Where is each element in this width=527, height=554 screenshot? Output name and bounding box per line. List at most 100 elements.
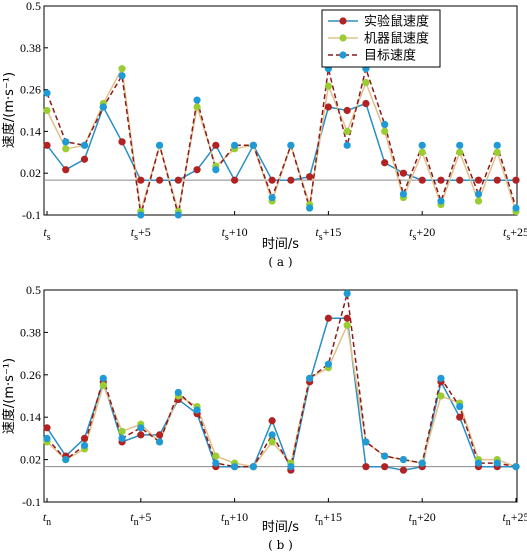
y-tick-label: 0.14 bbox=[20, 410, 41, 424]
data-point-series-2 bbox=[306, 204, 314, 212]
data-point-series-2 bbox=[493, 459, 501, 467]
data-point-series-2 bbox=[193, 96, 201, 104]
data-point-series-2 bbox=[118, 72, 126, 80]
data-point-series-2 bbox=[174, 388, 182, 397]
data-point-series-0 bbox=[155, 431, 164, 439]
data-point-series-2 bbox=[80, 141, 89, 149]
panel-caption: ( b ) bbox=[268, 538, 293, 552]
data-point-series-1 bbox=[343, 321, 351, 329]
data-point-series-1 bbox=[362, 79, 370, 87]
data-point-series-0 bbox=[43, 141, 51, 149]
data-point-series-2 bbox=[418, 459, 426, 467]
data-point-series-0 bbox=[268, 176, 276, 184]
data-point-series-2 bbox=[362, 438, 370, 446]
data-point-series-0 bbox=[193, 166, 201, 174]
legend-label: 目标速度 bbox=[364, 48, 416, 64]
data-point-series-2 bbox=[99, 374, 107, 382]
data-point-series-0 bbox=[399, 169, 408, 177]
y-tick-label: 0.5 bbox=[26, 283, 41, 297]
y-tick-label: 0.02 bbox=[20, 453, 41, 467]
y-tick-label: 0.26 bbox=[20, 83, 41, 97]
legend-marker-1 bbox=[339, 34, 347, 42]
data-point-series-0 bbox=[399, 466, 408, 474]
data-point-series-0 bbox=[137, 176, 145, 184]
legend-marker-2 bbox=[339, 51, 347, 59]
data-point-series-2 bbox=[418, 141, 426, 149]
y-tick-label: 0.38 bbox=[20, 41, 41, 55]
data-point-series-0 bbox=[80, 434, 89, 442]
data-point-series-0 bbox=[474, 176, 483, 184]
data-point-series-2 bbox=[137, 424, 145, 432]
y-tick-label: -0.1 bbox=[22, 208, 41, 222]
y-tick-label: 0.38 bbox=[20, 325, 41, 339]
data-point-series-2 bbox=[43, 434, 51, 442]
legend-label: 机器鼠速度 bbox=[364, 31, 429, 47]
data-point-series-0 bbox=[324, 103, 332, 111]
data-point-series-2 bbox=[324, 360, 332, 368]
data-point-series-1 bbox=[43, 106, 51, 115]
data-point-series-2 bbox=[381, 120, 389, 129]
data-point-series-1 bbox=[268, 438, 276, 446]
series-line-2 bbox=[46, 66, 517, 216]
y-tick-label: 0.02 bbox=[20, 166, 41, 180]
chart-panel-b: -0.1 0.02 0.14 0.26 0.38 0.5 tn tn+5 tn+10 tn+15 t… bbox=[1, 283, 527, 552]
data-point-series-2 bbox=[118, 434, 126, 442]
data-point-series-2 bbox=[193, 406, 201, 414]
data-point-series-2 bbox=[99, 103, 107, 111]
data-point-series-0 bbox=[512, 176, 520, 184]
data-point-series-2 bbox=[80, 441, 89, 450]
data-point-series-0 bbox=[287, 176, 295, 184]
data-point-series-0 bbox=[362, 99, 370, 108]
data-point-series-0 bbox=[137, 431, 145, 439]
y-tick-label: -0.1 bbox=[22, 495, 41, 509]
data-point-series-2 bbox=[512, 463, 520, 471]
data-point-series-2 bbox=[381, 452, 389, 460]
plot-frame bbox=[43, 5, 518, 216]
panel-caption: ( a ) bbox=[268, 255, 292, 269]
x-tick-label: ts+15 bbox=[315, 225, 341, 243]
data-point-series-0 bbox=[306, 173, 314, 181]
data-point-series-2 bbox=[268, 431, 276, 439]
data-point-series-2 bbox=[43, 89, 51, 97]
data-point-series-2 bbox=[437, 374, 445, 382]
y-tick-label: 0.14 bbox=[20, 124, 41, 138]
x-tick-label: tn+5 bbox=[130, 510, 151, 528]
data-point-series-0 bbox=[231, 176, 239, 184]
data-point-series-1 bbox=[474, 197, 483, 205]
data-point-series-2 bbox=[456, 141, 464, 149]
chart-panel-a: -0.1 0.02 0.14 0.26 0.38 0.5 ts ts+5 ts+10 ts+15 t… bbox=[1, 0, 527, 269]
data-point-series-1 bbox=[193, 103, 201, 111]
series-line-1 bbox=[46, 66, 517, 212]
data-point-series-2 bbox=[249, 463, 257, 471]
data-point-series-0 bbox=[381, 159, 389, 167]
x-tick-label: tn bbox=[43, 510, 51, 528]
data-point-series-0 bbox=[324, 314, 332, 322]
data-point-series-1 bbox=[118, 65, 126, 73]
data-point-series-2 bbox=[399, 190, 408, 198]
data-point-series-1 bbox=[212, 452, 220, 460]
data-point-series-1 bbox=[99, 381, 107, 389]
y-tick-label: 0.5 bbox=[26, 0, 41, 13]
data-point-series-2 bbox=[155, 141, 164, 149]
legend-marker-0 bbox=[339, 17, 347, 25]
data-point-series-2 bbox=[62, 138, 70, 146]
data-point-series-2 bbox=[268, 193, 276, 202]
x-tick-label: ts bbox=[43, 225, 50, 243]
legend-label: 实验鼠速度 bbox=[364, 14, 429, 30]
data-point-series-2 bbox=[287, 141, 295, 149]
data-point-series-2 bbox=[212, 459, 220, 467]
data-point-series-2 bbox=[249, 141, 257, 149]
data-point-series-1 bbox=[324, 82, 332, 90]
data-point-series-2 bbox=[137, 211, 145, 219]
data-point-series-0 bbox=[437, 176, 445, 184]
x-tick-label: tn+25 bbox=[502, 510, 527, 528]
plot-frame bbox=[43, 289, 518, 503]
data-point-series-0 bbox=[62, 166, 70, 174]
x-tick-label: tn+15 bbox=[315, 510, 342, 528]
data-point-series-2 bbox=[62, 456, 70, 464]
data-point-series-0 bbox=[493, 176, 501, 184]
data-point-series-0 bbox=[343, 314, 351, 322]
x-tick-label: tn+20 bbox=[409, 510, 436, 528]
data-point-series-1 bbox=[381, 127, 389, 135]
data-point-series-1 bbox=[493, 148, 501, 156]
